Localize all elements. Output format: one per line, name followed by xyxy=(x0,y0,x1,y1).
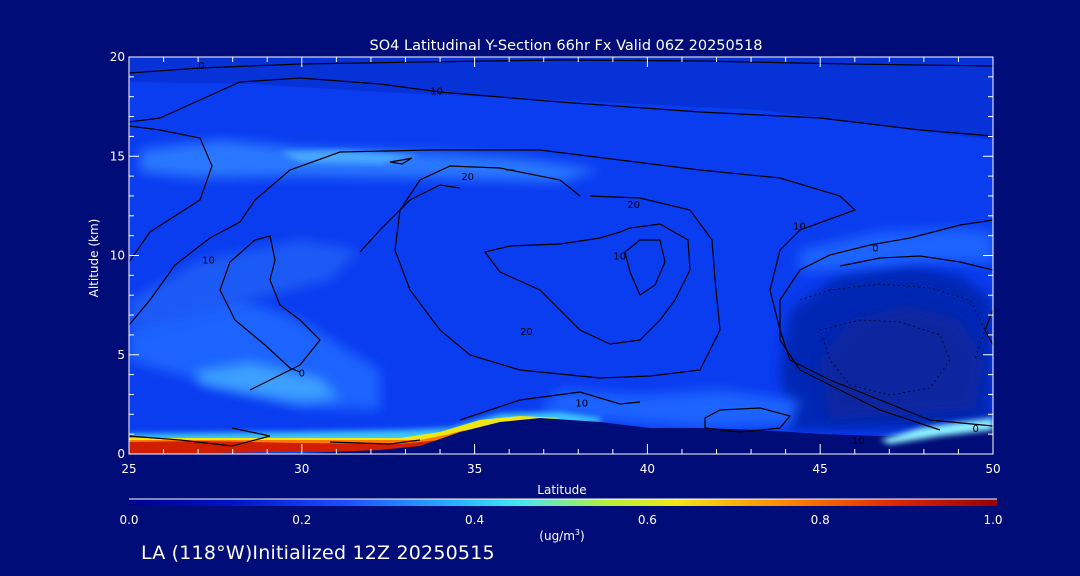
colorbar-label-sup: 3 xyxy=(575,528,580,537)
contour-label: 20 xyxy=(627,200,640,211)
field-band-mid-left xyxy=(129,240,360,330)
y-axis-label: Altitude (km) xyxy=(87,219,101,298)
colorbar-ticks: 0.0 0.2 0.4 0.6 0.8 1.0 xyxy=(119,513,1002,527)
x-tick-label: 50 xyxy=(985,462,1000,476)
y-tick-label: 10 xyxy=(110,249,125,263)
contour-label: 10 xyxy=(793,222,806,233)
x-axis-label: Latitude xyxy=(537,483,586,497)
contour-label: 20 xyxy=(461,172,474,183)
contour-label: 0 xyxy=(299,369,305,380)
field-band-low-core xyxy=(195,362,340,402)
contour-label: 0 xyxy=(973,424,979,435)
field-right-surface-cyan xyxy=(880,418,993,444)
contour-label: 20 xyxy=(520,327,533,338)
y-tick-label: 15 xyxy=(110,149,125,163)
y-tick-label: 0 xyxy=(117,447,125,461)
colorbar-tick-label: 0.8 xyxy=(811,513,830,527)
x-tick-label: 30 xyxy=(294,462,309,476)
y-tick-label: 5 xyxy=(117,348,125,362)
x-tick-label: 45 xyxy=(813,462,828,476)
footer-caption: LA (118°W)Initialized 12Z 20250515 xyxy=(141,542,495,564)
colorbar-tick-label: 0.0 xyxy=(119,513,138,527)
field-right-darker xyxy=(820,305,985,420)
plot-area: 0 10 20 20 10 10 0 10 20 0 10 10 0 xyxy=(129,57,993,454)
x-tick-label: 35 xyxy=(467,462,482,476)
contour-label: 10 xyxy=(430,87,443,98)
contour-label: 0 xyxy=(198,61,204,72)
contour-label: 0 xyxy=(872,244,878,255)
y-tick-label: 20 xyxy=(110,50,125,64)
x-tick-label: 25 xyxy=(121,462,136,476)
colorbar-tick-label: 0.6 xyxy=(638,513,657,527)
colorbar-label-base: (ug/m xyxy=(539,529,575,543)
colorbar-tick-label: 0.2 xyxy=(292,513,311,527)
colorbar-tick-label: 0.4 xyxy=(465,513,484,527)
x-axis: 25 30 35 40 45 50 xyxy=(121,57,1001,476)
chart-title: SO4 Latitudinal Y-Section 66hr Fx Valid … xyxy=(370,38,763,54)
field-band-right-top xyxy=(800,228,993,272)
contour-labels: 0 10 20 20 10 10 0 10 20 0 10 10 0 xyxy=(198,61,979,447)
contour-lines xyxy=(129,59,993,447)
y-axis: 0 5 10 15 20 xyxy=(110,50,993,461)
contour-label: 10 xyxy=(202,255,215,266)
field-upper-dark xyxy=(129,57,993,140)
contour-label: 10 xyxy=(613,252,626,263)
x-tick-label: 40 xyxy=(640,462,655,476)
colorbar xyxy=(129,499,997,506)
colorbar-label: (ug/m3) xyxy=(539,528,584,543)
colorbar-label-end: ) xyxy=(580,529,585,543)
contour-label: 10 xyxy=(575,398,588,409)
contour-label: 10 xyxy=(852,436,865,447)
terrain xyxy=(129,418,993,454)
colorbar-tick-label: 1.0 xyxy=(983,513,1002,527)
contour-lines-dotted xyxy=(799,283,986,396)
